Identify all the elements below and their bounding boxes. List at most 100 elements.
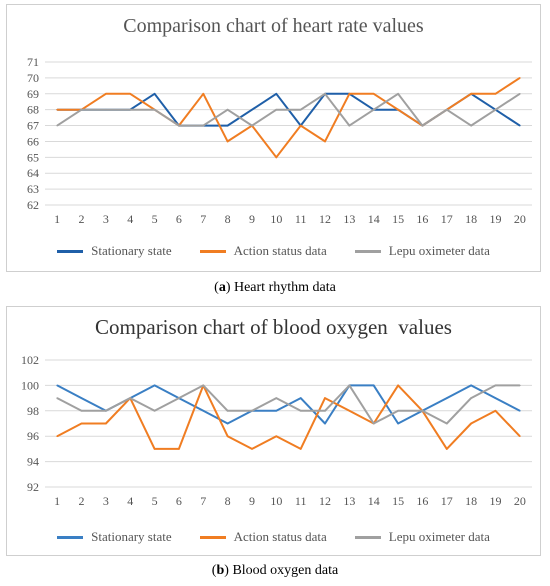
y-tick-label: 100 <box>21 378 39 392</box>
data-point <box>470 92 472 95</box>
x-tick-label: 4 <box>127 212 133 226</box>
data-point <box>202 384 205 387</box>
data-point <box>445 108 448 111</box>
data-point <box>251 124 253 127</box>
data-point <box>519 124 521 127</box>
x-tick-label: 9 <box>249 212 255 226</box>
caption-text: Blood oxygen data <box>232 563 339 578</box>
data-point <box>129 108 132 111</box>
data-point <box>275 92 278 95</box>
x-tick-label: 7 <box>200 212 206 226</box>
legend-item-stationary: Stationary state <box>57 529 172 545</box>
x-tick-label: 11 <box>295 212 307 226</box>
data-point <box>153 410 156 412</box>
data-point <box>105 410 107 412</box>
data-point <box>519 384 521 387</box>
x-tick-label: 20 <box>514 494 526 508</box>
data-point <box>519 410 521 412</box>
data-point <box>251 108 253 111</box>
legend-swatch <box>354 249 381 253</box>
x-tick-label: 16 <box>416 494 428 508</box>
x-tick-label: 18 <box>465 494 477 508</box>
legend-item-lepu: Lepu oximeter data <box>354 529 490 545</box>
data-point <box>80 397 83 399</box>
data-point <box>494 384 497 387</box>
data-point <box>178 124 180 127</box>
data-point <box>299 124 302 127</box>
data-point <box>397 92 399 95</box>
x-tick-label: 5 <box>152 212 158 226</box>
data-point <box>397 384 399 387</box>
x-tick-label: 9 <box>249 494 255 508</box>
data-point <box>275 435 278 437</box>
caption-text: Heart rhythm data <box>233 280 336 295</box>
y-tick-label: 71 <box>27 55 39 69</box>
data-point <box>397 108 399 111</box>
y-tick-label: 66 <box>27 134 39 148</box>
data-point <box>348 92 351 95</box>
x-tick-label: 17 <box>441 494 453 508</box>
x-tick-label: 7 <box>200 494 206 508</box>
data-point <box>324 422 326 425</box>
data-point <box>56 384 58 387</box>
data-point <box>299 410 302 412</box>
chart-title: Comparison chart of blood oxygen values <box>95 315 452 339</box>
data-point <box>251 410 253 412</box>
x-tick-label: 14 <box>368 212 380 226</box>
data-point <box>470 422 472 425</box>
data-point <box>80 108 83 111</box>
data-point <box>324 92 326 95</box>
legend-item-lepu: Lepu oximeter data <box>354 243 490 259</box>
data-point <box>348 124 351 127</box>
legend: Stationary state Action status data Lepu… <box>7 529 540 545</box>
legend-swatch <box>57 535 84 539</box>
data-point <box>202 92 205 95</box>
data-point <box>470 124 472 127</box>
legend: Stationary state Action status data Lepu… <box>7 243 540 259</box>
data-point <box>299 448 302 450</box>
x-tick-label: 13 <box>343 494 355 508</box>
data-point <box>397 410 399 412</box>
chart-panel-blood-oxygen: Comparison chart of blood oxygen values … <box>6 306 541 556</box>
x-tick-label: 14 <box>368 494 380 508</box>
caption-letter: a <box>218 280 226 295</box>
data-point <box>324 140 326 143</box>
x-tick-label: 12 <box>319 212 331 226</box>
x-tick-label: 3 <box>103 494 109 508</box>
data-point <box>105 92 107 95</box>
data-point <box>299 108 302 111</box>
x-tick-label: 2 <box>79 494 85 508</box>
data-point <box>445 397 448 399</box>
data-point <box>226 140 229 143</box>
x-tick-label: 8 <box>225 494 231 508</box>
data-point <box>372 422 375 425</box>
y-tick-label: 92 <box>27 480 39 494</box>
data-point <box>348 384 351 387</box>
data-point <box>470 397 472 399</box>
legend-label: Action status data <box>233 243 327 258</box>
chart-panel-heart-rate: Comparison chart of heart rate values 62… <box>6 4 541 272</box>
y-tick-label: 65 <box>27 150 39 164</box>
x-tick-label: 10 <box>270 494 282 508</box>
y-tick-label: 67 <box>27 119 39 133</box>
data-point <box>226 410 229 412</box>
x-tick-label: 4 <box>127 494 133 508</box>
data-point <box>275 410 278 412</box>
x-tick-label: 17 <box>441 212 453 226</box>
data-point <box>153 384 156 387</box>
legend-label: Lepu oximeter data <box>388 243 490 258</box>
x-tick-label: 19 <box>489 212 501 226</box>
data-point <box>494 410 497 412</box>
chart-title: Comparison chart of heart rate values <box>123 15 424 37</box>
data-point <box>494 397 497 399</box>
caption-letter: b <box>216 563 225 578</box>
data-point <box>80 422 83 425</box>
data-point <box>275 108 278 111</box>
x-tick-label: 6 <box>176 494 182 508</box>
data-point <box>494 108 497 111</box>
y-tick-label: 68 <box>27 103 39 117</box>
legend-swatch <box>199 535 226 539</box>
y-tick-label: 96 <box>27 429 39 443</box>
x-tick-label: 8 <box>225 212 231 226</box>
